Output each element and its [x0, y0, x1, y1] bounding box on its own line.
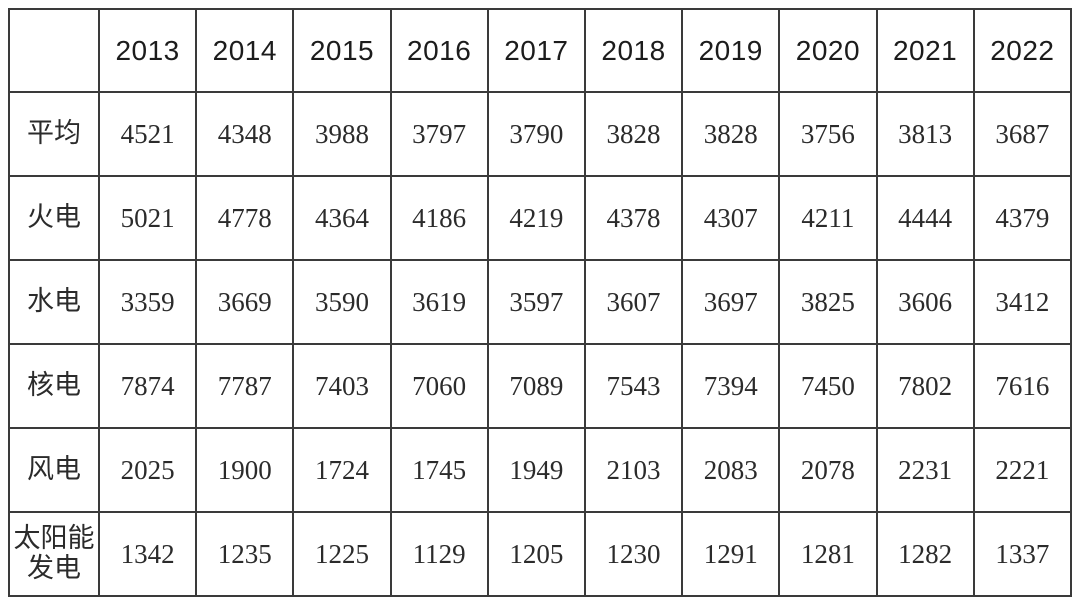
value-cell: 1281 [778, 511, 878, 597]
value-cell: 2231 [875, 427, 975, 513]
table-row: 平均 4521 4348 3988 3797 3790 3828 3828 3756 3813 36… [8, 91, 1073, 177]
value-cell: 3697 [681, 259, 781, 345]
value-cell: 3988 [292, 91, 392, 177]
value-cell: 4379 [972, 175, 1073, 261]
value-cell: 7616 [972, 343, 1073, 429]
value-cell: 4348 [195, 91, 295, 177]
value-cell: 7403 [292, 343, 392, 429]
value-cell: 3756 [778, 91, 878, 177]
row-label-cell: 太阳能发电 [8, 511, 100, 597]
year-header-cell: 2015 [292, 8, 392, 93]
value-cell: 3619 [389, 259, 489, 345]
value-cell: 3790 [486, 91, 586, 177]
value-cell: 1291 [681, 511, 781, 597]
value-cell: 1282 [875, 511, 975, 597]
year-header-cell: 2018 [583, 8, 684, 93]
table-header: 2013 2014 2015 2016 2017 2018 2019 2020 2021 2022 [8, 8, 1073, 93]
value-cell: 1900 [195, 427, 295, 513]
value-cell: 3825 [778, 259, 878, 345]
value-cell: 4778 [195, 175, 295, 261]
value-cell: 3828 [681, 91, 781, 177]
value-cell: 3359 [97, 259, 198, 345]
row-label-cell: 风电 [8, 427, 100, 513]
value-cell: 3597 [486, 259, 586, 345]
value-cell: 7394 [681, 343, 781, 429]
row-label-cell: 平均 [8, 91, 100, 177]
value-cell: 2083 [681, 427, 781, 513]
value-cell: 3590 [292, 259, 392, 345]
corner-cell [8, 8, 100, 93]
row-label-cell: 水电 [8, 259, 100, 345]
value-cell: 3606 [875, 259, 975, 345]
value-cell: 4307 [681, 175, 781, 261]
value-cell: 1949 [486, 427, 586, 513]
row-label-cell: 火电 [8, 175, 100, 261]
value-cell: 7450 [778, 343, 878, 429]
value-cell: 1129 [389, 511, 489, 597]
value-cell: 2025 [97, 427, 198, 513]
year-header-cell: 2016 [389, 8, 489, 93]
value-cell: 4521 [97, 91, 198, 177]
value-cell: 1342 [97, 511, 198, 597]
value-cell: 3669 [195, 259, 295, 345]
value-cell: 7060 [389, 343, 489, 429]
value-cell: 3828 [583, 91, 684, 177]
value-cell: 7089 [486, 343, 586, 429]
value-cell: 4211 [778, 175, 878, 261]
power-utilization-table: 2013 2014 2015 2016 2017 2018 2019 2020 2021 2022… [8, 8, 1073, 597]
row-label-cell: 核电 [8, 343, 100, 429]
value-cell: 4219 [486, 175, 586, 261]
value-cell: 3797 [389, 91, 489, 177]
value-cell: 1745 [389, 427, 489, 513]
value-cell: 2078 [778, 427, 878, 513]
table-row: 风电 2025 1900 1724 1745 1949 2103 2083 2078 2231 22… [8, 427, 1073, 513]
value-cell: 1230 [583, 511, 684, 597]
table-row: 核电 7874 7787 7403 7060 7089 7543 7394 7450 7802 76… [8, 343, 1073, 429]
year-header-cell: 2019 [681, 8, 781, 93]
year-header-cell: 2022 [972, 8, 1073, 93]
year-header-cell: 2013 [97, 8, 198, 93]
value-cell: 7543 [583, 343, 684, 429]
table-body: 平均 4521 4348 3988 3797 3790 3828 3828 3756 3813 36… [8, 91, 1073, 597]
value-cell: 5021 [97, 175, 198, 261]
value-cell: 3687 [972, 91, 1073, 177]
value-cell: 1235 [195, 511, 295, 597]
table-row: 火电 5021 4778 4364 4186 4219 4378 4307 4211 4444 43… [8, 175, 1073, 261]
year-header-cell: 2017 [486, 8, 586, 93]
value-cell: 1337 [972, 511, 1073, 597]
table-row: 太阳能发电 1342 1235 1225 1129 1205 1230 1291 1281 128… [8, 511, 1073, 597]
value-cell: 7802 [875, 343, 975, 429]
value-cell: 1724 [292, 427, 392, 513]
value-cell: 7787 [195, 343, 295, 429]
year-header-cell: 2020 [778, 8, 878, 93]
value-cell: 2103 [583, 427, 684, 513]
value-cell: 1205 [486, 511, 586, 597]
value-cell: 7874 [97, 343, 198, 429]
value-cell: 4444 [875, 175, 975, 261]
value-cell: 3813 [875, 91, 975, 177]
value-cell: 3607 [583, 259, 684, 345]
value-cell: 2221 [972, 427, 1073, 513]
value-cell: 4364 [292, 175, 392, 261]
value-cell: 4378 [583, 175, 684, 261]
value-cell: 1225 [292, 511, 392, 597]
year-header-cell: 2014 [195, 8, 295, 93]
header-row: 2013 2014 2015 2016 2017 2018 2019 2020 2021 2022 [8, 8, 1073, 93]
value-cell: 4186 [389, 175, 489, 261]
year-header-cell: 2021 [875, 8, 975, 93]
table-row: 水电 3359 3669 3590 3619 3597 3607 3697 3825 3606 34… [8, 259, 1073, 345]
value-cell: 3412 [972, 259, 1073, 345]
